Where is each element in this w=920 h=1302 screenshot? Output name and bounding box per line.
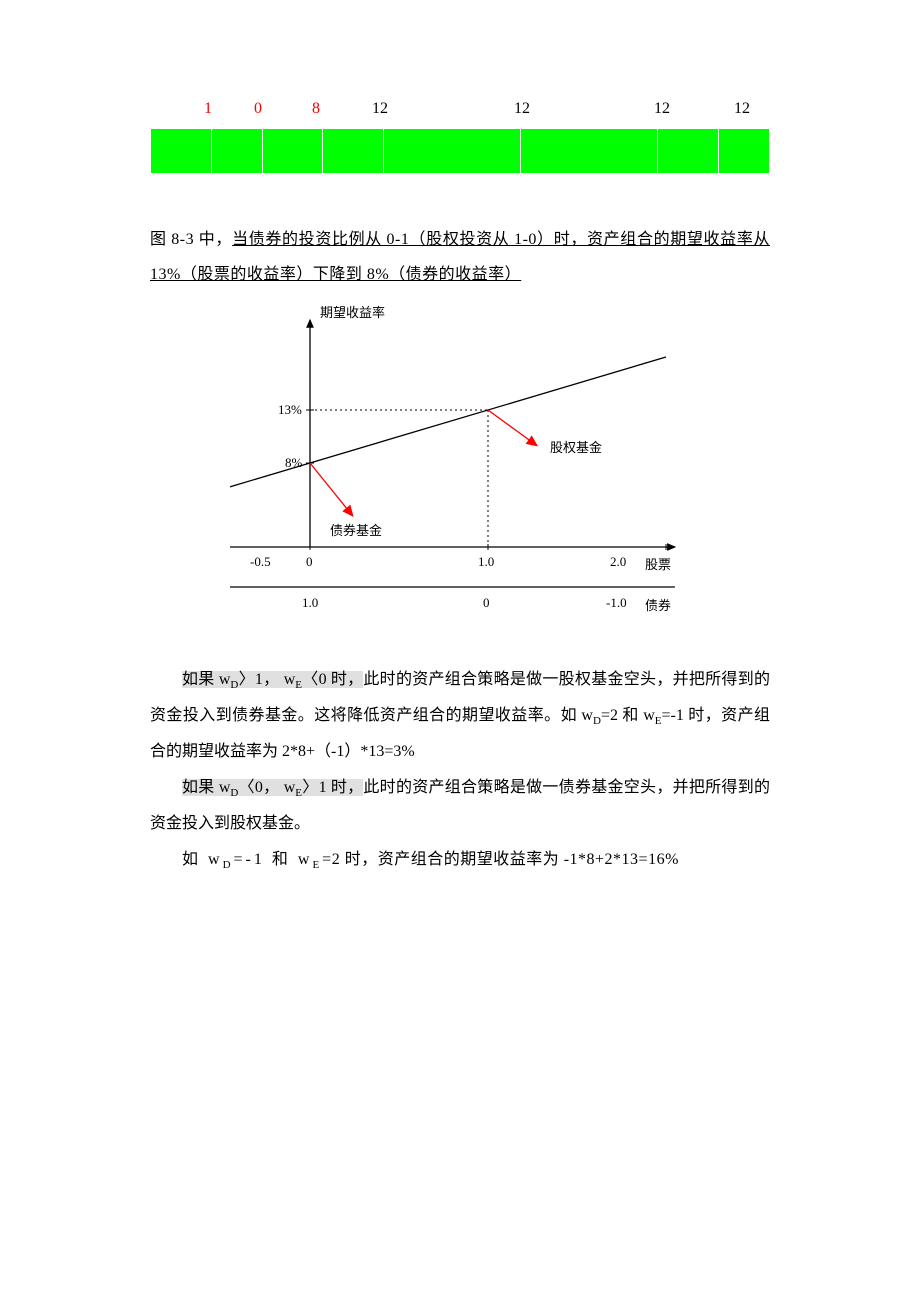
p1-hl-b: 〉1， w xyxy=(238,671,295,688)
y-axis-title: 期望收益率 xyxy=(320,302,385,321)
p1-sub3: D xyxy=(593,716,601,728)
number-cell: 1 xyxy=(204,100,212,118)
p1-hl-c: 〈0 时， xyxy=(302,671,363,688)
p2-hl-sub2: E xyxy=(295,788,302,800)
p2-hl-a: 如果 w xyxy=(182,779,230,796)
paragraph-3: 如 wD=-1 和 wE=2 时，资产组合的期望收益率为 -1*8+2*13=1… xyxy=(150,842,770,878)
xstock-tick-0: -0.5 xyxy=(250,554,271,570)
xbond-label: 债券 xyxy=(645,595,671,614)
xstock-tick-2: 1.0 xyxy=(478,554,494,570)
green-cell xyxy=(658,129,719,174)
p1-hl-sub2: E xyxy=(295,680,302,692)
green-divider-bar xyxy=(150,128,770,174)
green-cell xyxy=(262,129,323,174)
numbers-row: 1 0 8 12 12 12 12 xyxy=(150,100,770,120)
paragraph-2: 如果 wD〈0， wE〉1 时，此时的资产组合策略是做一债券基金空头，并把所得到… xyxy=(150,770,770,842)
y-label-13: 13% xyxy=(278,402,302,418)
xstock-tick-3: 2.0 xyxy=(610,554,626,570)
bond-fund-label: 债券基金 xyxy=(330,520,382,539)
green-cell xyxy=(718,129,769,174)
green-cell xyxy=(383,129,520,174)
p1-hl-a: 如果 w xyxy=(182,671,230,688)
number-cell: 12 xyxy=(372,100,388,118)
number-cell: 0 xyxy=(254,100,262,118)
green-cell xyxy=(323,129,384,174)
green-cell xyxy=(151,129,212,174)
xbond-tick-2: -1.0 xyxy=(606,595,627,611)
xstock-tick-1: 0 xyxy=(306,554,313,570)
p3-t3: =2 时，资产组合的期望收益率为 -1*8+2*13=16% xyxy=(322,851,679,868)
xbond-tick-1: 0 xyxy=(483,595,490,611)
intro-prefix: 图 8-3 中， xyxy=(150,231,232,248)
paragraph-1: 如果 wD〉1， wE〈0 时，此时的资产组合策略是做一股权基金空头，并把所得到… xyxy=(150,662,770,770)
number-cell: 12 xyxy=(654,100,670,118)
equity-fund-label: 股权基金 xyxy=(550,437,602,456)
p3-sub2: E xyxy=(312,860,322,872)
p1-t2: =2 和 w xyxy=(601,707,655,724)
p3-t1: 如 w xyxy=(182,851,223,868)
p1-sub4: E xyxy=(655,716,662,728)
number-cell: 8 xyxy=(312,100,320,118)
p1-highlight: 如果 wD〉1， wE〈0 时， xyxy=(182,671,363,688)
p2-hl-c: 〉1 时， xyxy=(302,779,363,796)
body-text: 如果 wD〉1， wE〈0 时，此时的资产组合策略是做一股权基金空头，并把所得到… xyxy=(150,662,770,878)
green-cell xyxy=(211,129,262,174)
p2-hl-b: 〈0， w xyxy=(238,779,295,796)
number-cell: 12 xyxy=(734,100,750,118)
p3-sub1: D xyxy=(223,860,234,872)
chart-svg xyxy=(230,302,730,632)
xbond-tick-0: 1.0 xyxy=(302,595,318,611)
y-label-8: 8% xyxy=(285,455,302,471)
intro-underlined: 当债券的投资比例从 0-1（股权投资从 1-0）时，资产组合的期望收益率从 13… xyxy=(150,231,770,283)
xstock-label: 股票 xyxy=(645,554,671,573)
green-cell xyxy=(521,129,658,174)
p3-t2: =-1 和 w xyxy=(234,851,313,868)
p2-highlight: 如果 wD〈0， wE〉1 时， xyxy=(182,779,363,796)
expected-return-chart: 期望收益率 13% 8% 股权基金 债券基金 -0.5 0 1.0 2.0 股票… xyxy=(230,302,730,632)
intro-paragraph: 图 8-3 中，当债券的投资比例从 0-1（股权投资从 1-0）时，资产组合的期… xyxy=(150,222,770,292)
number-cell: 12 xyxy=(514,100,530,118)
